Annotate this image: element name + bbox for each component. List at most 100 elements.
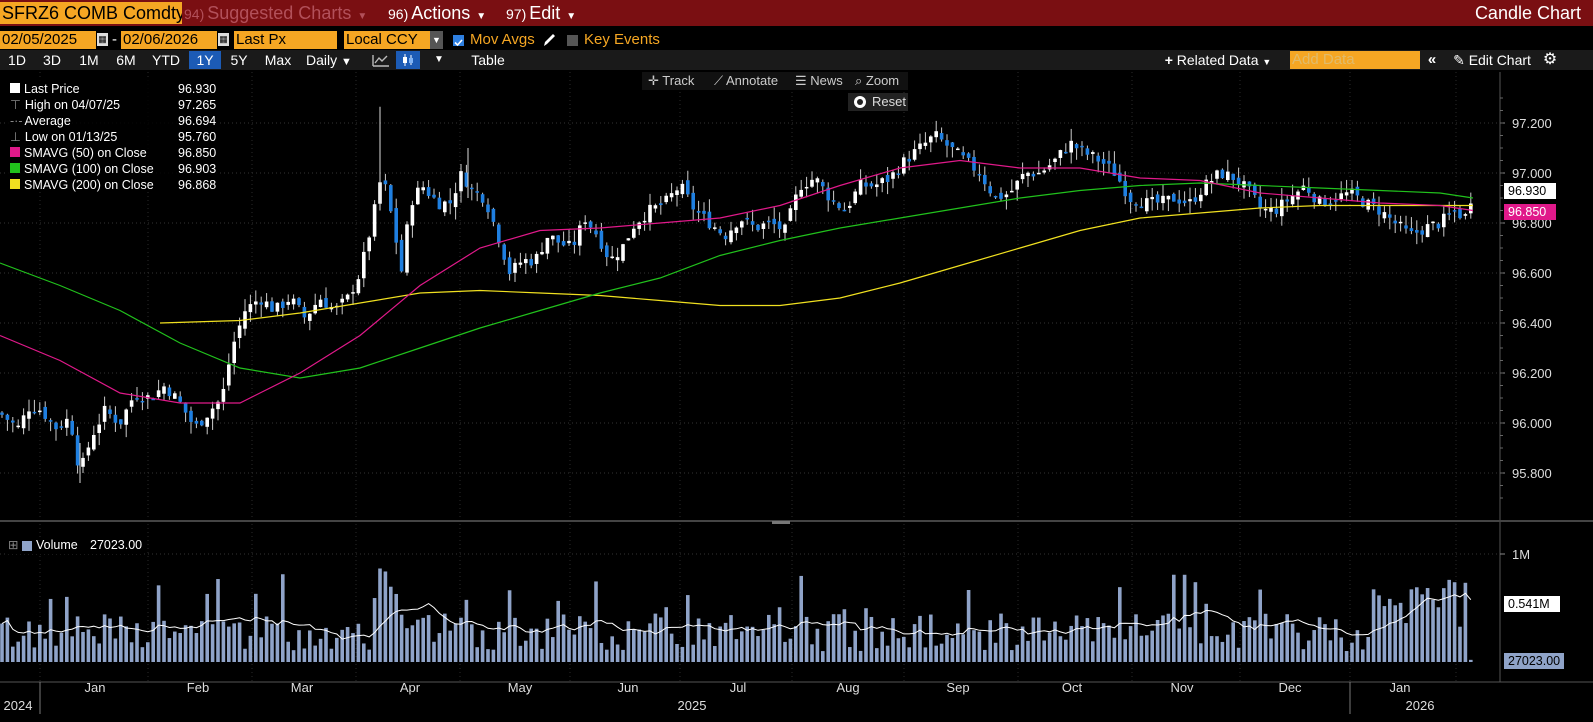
volume-bar [966,590,971,662]
period-1y[interactable]: 1Y [189,51,221,69]
candle-chart-icon[interactable] [396,51,420,69]
candle-body [1371,198,1376,204]
volume-bar [707,623,712,662]
pencil-icon[interactable] [541,31,557,49]
volume-bar [151,621,155,662]
candle-body [475,191,479,193]
related-data-button[interactable]: + Related Data ▼ [1156,51,1280,69]
candle-body [1404,225,1408,229]
candle-body [1042,170,1046,173]
calendar-icon[interactable]: ▦ [218,33,229,46]
volume-bar [880,631,884,662]
mov-avgs-checkbox[interactable] [453,35,464,47]
chevron-down-icon[interactable]: ▼ [434,54,444,65]
candle-body [918,143,922,150]
period-ytd[interactable]: YTD [152,52,180,68]
volume-bar [977,631,982,662]
candle-body [486,204,490,213]
candle-body [318,299,323,308]
volume-legend[interactable]: ⊞ Volume 27023.00 [6,538,142,554]
legend-last-price[interactable]: Last Price [10,82,80,98]
volume-bar [853,630,857,662]
chevron-down-icon: ▼ [476,11,487,22]
candle-body [173,393,177,399]
price-field-select[interactable]: Last Px [234,31,337,49]
x-month-label: Apr [400,680,421,695]
legend-value: 95.760 [178,130,217,144]
key-events-checkbox[interactable] [567,35,578,46]
volume-bar [659,617,663,662]
annotate-tool[interactable]: ⟋ Annotate [714,73,778,89]
edit-menu[interactable]: 97) Edit ▼ [506,2,586,24]
candle-body [1425,224,1430,238]
candle-body [210,408,215,419]
legend-label: Last Price [24,82,80,96]
add-data-input[interactable]: Add Data [1290,51,1420,69]
zoom-label: Zoom [865,73,900,88]
candle-body [453,193,458,208]
volume-bar [621,649,625,662]
volume-bar [1199,643,1203,662]
news-label: News [810,73,843,88]
volume-bar [264,616,269,662]
candle-body [713,227,717,229]
candle-body [761,223,766,229]
gear-icon[interactable]: ⚙ [1542,51,1558,68]
track-tool[interactable]: ✛ Track [648,73,694,89]
reset-icon [854,96,866,108]
volume-bar [777,607,782,662]
candle-body [340,298,344,303]
legend-sma50[interactable]: SMAVG (50) on Close [10,146,147,162]
period-6m[interactable]: 6M [116,52,136,68]
volume-bar [1420,594,1424,662]
volume-bar [335,637,339,662]
candle-body [853,191,857,204]
candle-body [529,259,533,266]
calendar-icon[interactable]: ▦ [97,33,108,46]
period-5y[interactable]: 5Y [230,52,248,68]
reset-button[interactable]: Reset [848,93,908,111]
candle-body [345,294,350,300]
candle-body [594,230,598,235]
currency-select[interactable]: Local CCY [344,31,430,49]
collapse-icon[interactable]: « [1427,51,1437,68]
check-icon [454,39,463,47]
add-data-placeholder: Add Data [1292,51,1355,68]
period-max[interactable]: Max [264,52,292,68]
mov-avgs-label[interactable]: Mov Avgs [470,31,535,48]
key-events-label[interactable]: Key Events [584,31,660,48]
candle-body [459,171,463,192]
high-marker-icon: ⊤ [10,98,21,112]
frequency-select[interactable]: Daily ▼ [302,51,368,69]
volume-tick-label: 1M [1512,547,1530,562]
volume-bar [637,629,641,662]
legend-sma100[interactable]: SMAVG (100) on Close [10,162,154,178]
start-date-field[interactable]: 02/05/2025 [0,31,96,49]
end-date-field[interactable]: 02/06/2026 [121,31,217,49]
price-chart[interactable]: 97.20097.00096.80096.60096.40096.20096.0… [0,72,1593,722]
legend-sma200[interactable]: SMAVG (200) on Close [10,178,154,194]
candle-body [993,195,998,198]
news-tool[interactable]: ☰ News [795,73,843,89]
candle-body [794,194,798,210]
chevron-down-icon[interactable]: ▼ [430,31,443,49]
edit-chart-button[interactable]: ✎ Edit Chart [1446,51,1538,69]
period-3d[interactable]: 3D [43,52,61,68]
volume-bar [902,636,906,662]
zoom-tool[interactable]: ⌕ Zoom [855,73,899,89]
line-chart-icon[interactable] [368,51,394,69]
period-1m[interactable]: 1M [79,52,99,68]
actions-menu[interactable]: 96) Actions ▼ [388,2,503,24]
candle-body [65,418,69,428]
candle-body [1452,210,1457,212]
security-ticker-input[interactable]: SFRZ6 COMB Comdty [0,2,182,24]
legend-low: ⊥ Low on 01/13/25 [10,130,117,146]
legend-high: ⊤ High on 04/07/25 [10,98,120,114]
legend-label: High on 04/07/25 [24,98,121,112]
suggested-charts-menu[interactable]: 94) Suggested Charts ▼ [184,2,384,24]
legend-value: 96.903 [178,162,217,176]
candle-body [621,244,625,261]
table-button[interactable]: Table [471,52,505,68]
volume-bar [1064,639,1068,662]
period-1d[interactable]: 1D [8,52,26,68]
